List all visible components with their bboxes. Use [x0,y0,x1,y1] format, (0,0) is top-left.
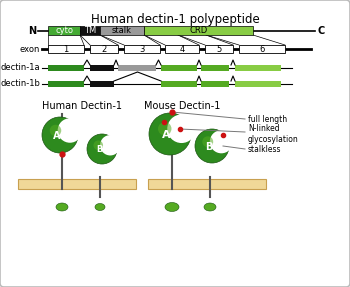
Bar [201,65,229,71]
Text: N-linked
glycosylation: N-linked glycosylation [248,124,299,144]
Bar [118,65,156,71]
Text: Human Dectin-1: Human Dectin-1 [42,101,122,111]
Bar [48,81,84,87]
Text: 1: 1 [63,44,69,53]
Text: 3: 3 [139,44,145,53]
Bar [144,26,253,35]
Circle shape [42,117,78,153]
Bar [90,65,114,71]
Text: 6: 6 [259,44,265,53]
Bar [18,179,136,189]
Circle shape [58,118,82,143]
Bar [235,81,281,87]
Circle shape [100,135,120,156]
Circle shape [149,113,191,155]
Bar [48,26,80,35]
Ellipse shape [95,203,105,210]
Text: 2: 2 [102,44,107,53]
Bar [80,26,100,35]
Circle shape [93,140,103,150]
Bar [239,45,285,53]
Text: cyto: cyto [55,26,73,35]
Text: B: B [96,145,102,154]
Circle shape [167,115,196,143]
Text: Mouse Dectin-1: Mouse Dectin-1 [144,101,220,111]
Text: stalk: stalk [112,26,132,35]
Text: CRD: CRD [189,26,208,35]
Circle shape [202,136,213,147]
Bar [48,45,84,53]
Text: TM: TM [84,26,96,35]
Bar [100,26,144,35]
Text: 4: 4 [179,44,185,53]
Circle shape [210,130,233,153]
Text: full length: full length [248,115,287,123]
Bar [90,45,118,53]
Bar [90,81,114,87]
Text: dectin-1a: dectin-1a [0,63,40,73]
Text: A: A [52,131,60,141]
Text: N: N [28,26,36,36]
Bar [165,45,199,53]
Bar [161,81,197,87]
Text: Human dectin-1 polypeptide: Human dectin-1 polypeptide [91,13,259,26]
Text: exon: exon [20,44,40,53]
Ellipse shape [56,203,68,211]
Bar [235,65,281,71]
Text: B: B [205,142,212,152]
Text: C: C [317,26,324,36]
Ellipse shape [204,203,216,211]
Bar [161,65,197,71]
Circle shape [87,134,117,164]
Text: stalkless: stalkless [248,144,281,154]
Circle shape [50,125,61,136]
Bar [124,45,160,53]
Bar [48,65,84,71]
Text: 5: 5 [216,44,222,53]
Ellipse shape [165,203,179,212]
Circle shape [158,122,172,135]
Bar [201,81,229,87]
Text: dectin-1b: dectin-1b [0,79,40,88]
Text: A: A [161,130,170,140]
Bar [205,45,233,53]
Bar [148,179,266,189]
Circle shape [195,129,229,163]
